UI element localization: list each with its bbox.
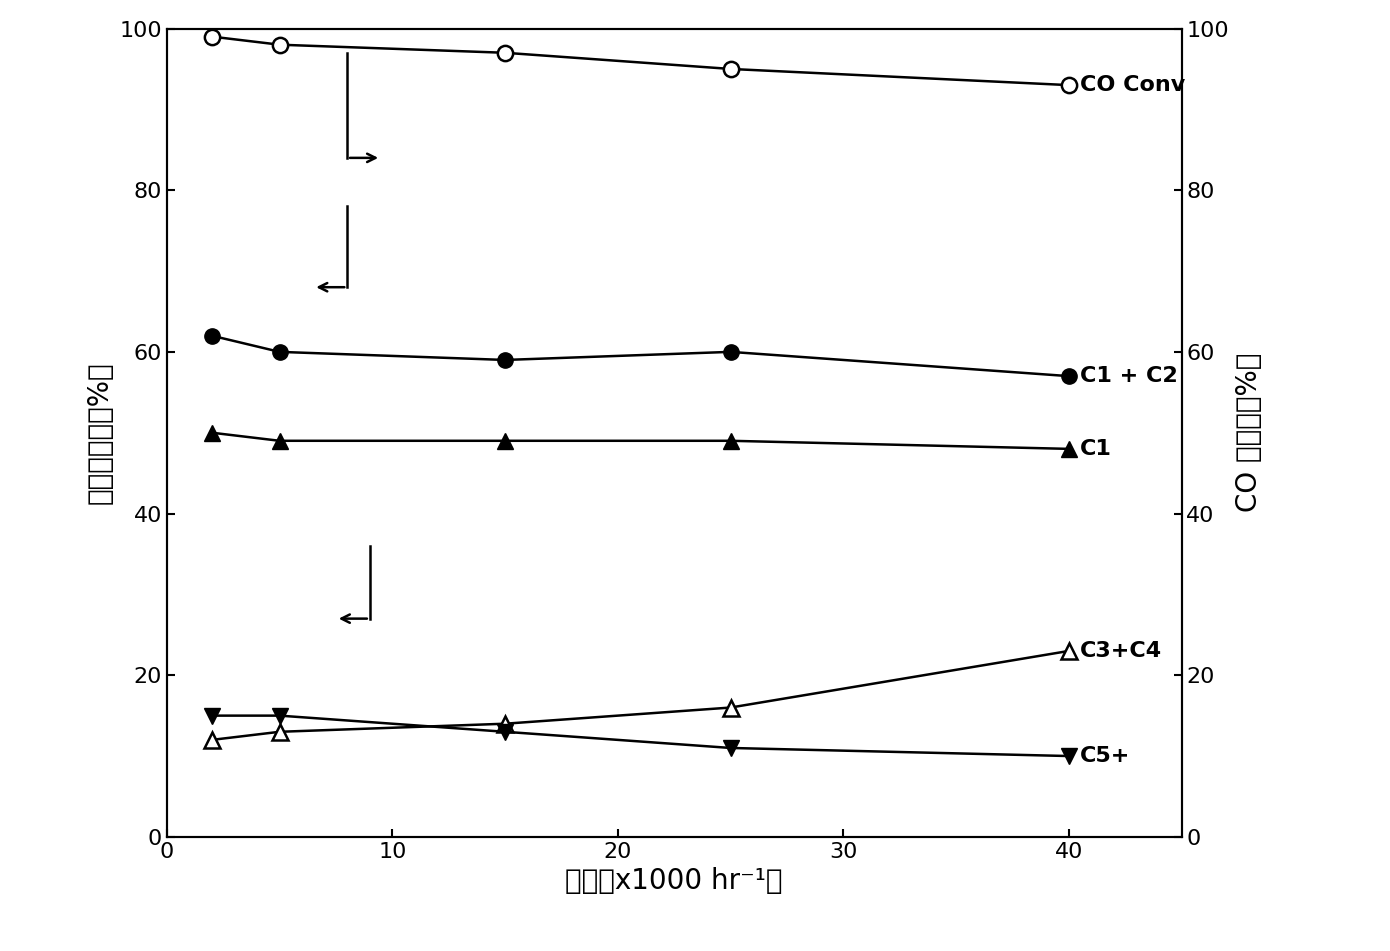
Y-axis label: 产物选择性（%）: 产物选择性（%） xyxy=(86,361,114,504)
Text: C1 + C2: C1 + C2 xyxy=(1080,366,1177,386)
X-axis label: 空速（x1000 hr⁻¹）: 空速（x1000 hr⁻¹） xyxy=(566,867,783,895)
Text: C1: C1 xyxy=(1080,438,1112,459)
Text: C3+C4: C3+C4 xyxy=(1080,641,1162,661)
Text: C5+: C5+ xyxy=(1080,746,1130,767)
Y-axis label: CO 选择性（%）: CO 选择性（%） xyxy=(1234,353,1262,513)
Text: CO Conv: CO Conv xyxy=(1080,75,1186,95)
